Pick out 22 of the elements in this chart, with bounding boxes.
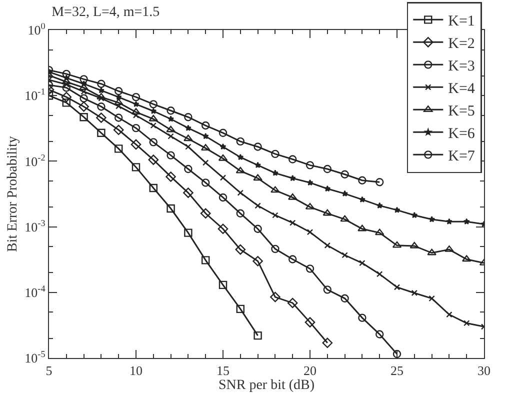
- x-tick-label: 10: [130, 362, 142, 378]
- y-tick-label: 10$^{-3}$: [24, 218, 46, 234]
- legend-label: K=2: [448, 36, 475, 52]
- x-tick-label: 5: [46, 362, 52, 378]
- legend-label: K=4: [448, 81, 476, 98]
- chart-title: M=32, L=4, m=1.5: [52, 4, 160, 20]
- legend-label: K=1: [448, 14, 475, 30]
- x-axis-title: SNR per bit (dB): [218, 378, 315, 394]
- y-tick-label: 10$^{-2}$: [24, 152, 46, 169]
- x-tick-label: 30: [478, 362, 490, 378]
- legend-label: K=5: [448, 104, 475, 120]
- y-tick-label: 10$^{-4}$: [24, 283, 46, 300]
- y-axis-title: Bit Error Probability: [5, 136, 20, 252]
- legend-label: K=6: [448, 126, 476, 142]
- y-tick-label: 10$^{-5}$: [24, 349, 46, 366]
- x-tick-label: 20: [304, 362, 316, 378]
- x-tick-label: 25: [390, 362, 404, 378]
- legend-label: K=7: [448, 148, 476, 165]
- y-tick-label: 10$^{-1}$: [24, 86, 46, 104]
- legend-label: K=3: [448, 58, 475, 75]
- y-tick-label: 10$^{0}$: [28, 21, 46, 38]
- x-tick-label: 15: [216, 362, 230, 378]
